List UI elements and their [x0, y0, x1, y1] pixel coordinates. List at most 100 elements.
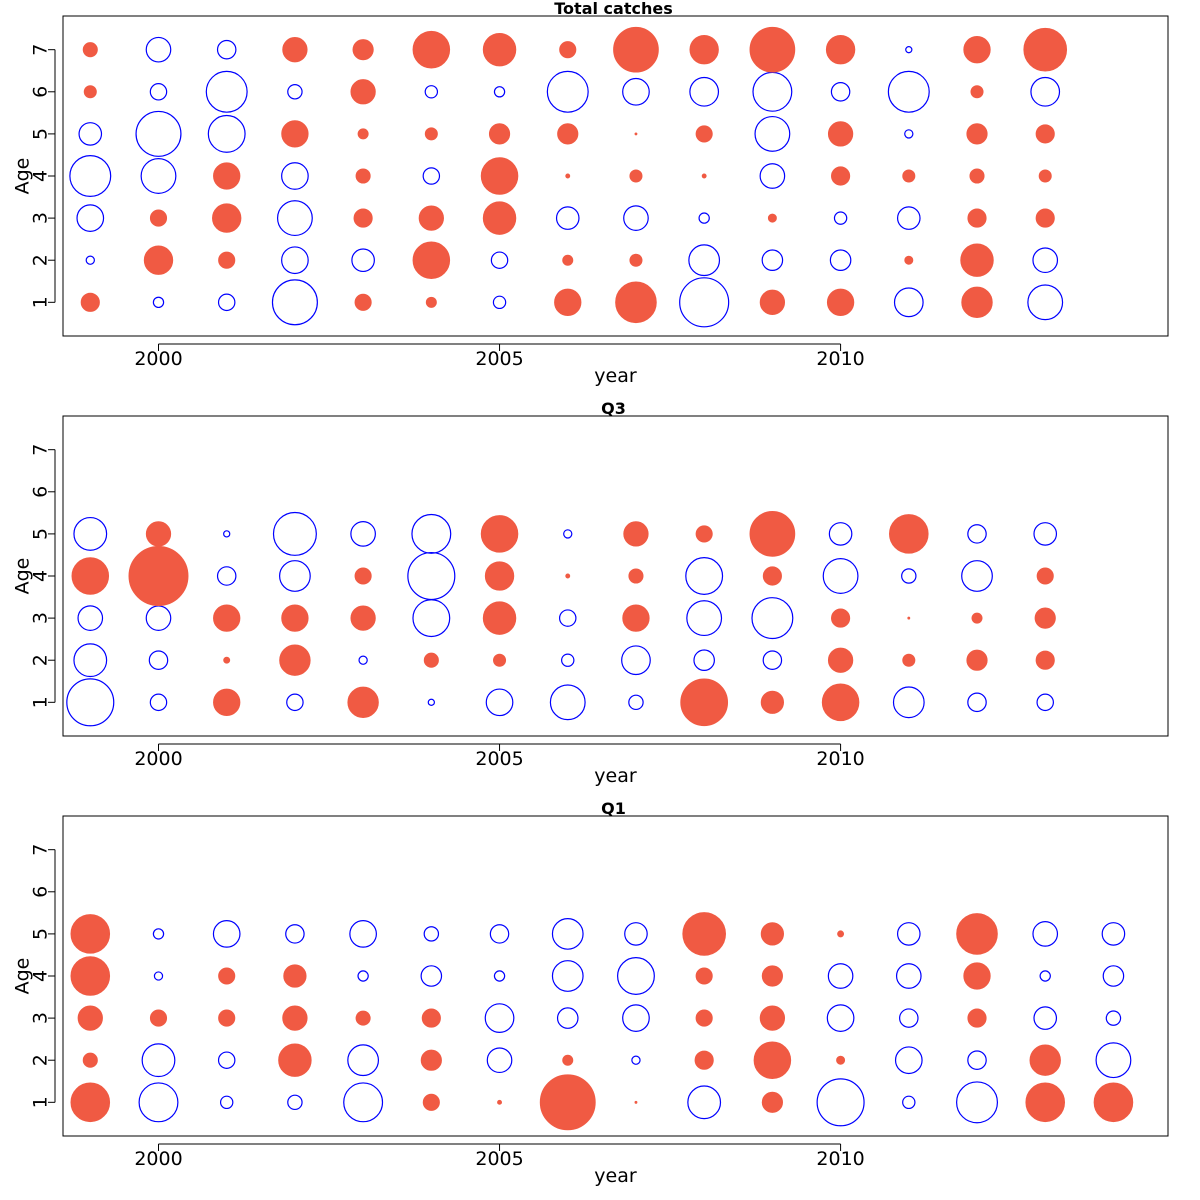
y-tick-label: 1 [30, 1096, 52, 1108]
bubble-positive [761, 965, 783, 987]
bubble-negative [688, 244, 721, 277]
bubble-negative [689, 76, 720, 107]
bubble-negative [343, 1082, 384, 1123]
bubble-positive [622, 604, 650, 632]
y-tick-label: 7 [30, 844, 52, 856]
bubble-negative [77, 605, 104, 631]
bubble-positive [480, 157, 519, 195]
x-tick-label: 2000 [134, 748, 182, 770]
bubble-positive [749, 26, 796, 73]
bubble-positive [967, 1008, 987, 1028]
y-tick-label: 4 [30, 970, 52, 982]
y-axis-label: Age [12, 158, 34, 195]
bubble-negative [69, 155, 112, 198]
bubble-negative [546, 70, 589, 113]
bubble-negative [347, 1044, 380, 1077]
bubble-negative [489, 924, 510, 944]
bubble-negative [1039, 970, 1051, 982]
bubble-negative [141, 1043, 176, 1078]
bubble-negative [424, 85, 439, 99]
bubble-positive [77, 1005, 103, 1031]
bubble-negative [563, 529, 573, 539]
bubble-positive [961, 286, 993, 319]
bubble-negative [223, 530, 231, 538]
bubble-positive [70, 1082, 111, 1123]
bubble-positive [902, 169, 916, 183]
bubble-positive [837, 930, 845, 938]
bubble-positive [565, 173, 571, 179]
bubble-negative [493, 86, 506, 98]
bubble-negative [73, 516, 108, 551]
x-tick-label: 2010 [816, 1148, 864, 1170]
bubble-positive [425, 296, 437, 308]
bubble-negative [484, 1003, 515, 1033]
bubble-negative [686, 600, 723, 637]
bubble-positive [493, 653, 507, 667]
bubble-positive [218, 251, 236, 269]
bubble-positive [354, 293, 372, 311]
bubble-negative [698, 212, 710, 224]
bubble-positive [484, 561, 515, 591]
bubble-negative [490, 251, 509, 269]
y-axis-label: Age [12, 958, 34, 995]
bubble-negative [411, 513, 452, 554]
bubble-negative [754, 115, 791, 152]
bubble-negative [617, 957, 655, 995]
y-tick-label: 3 [30, 212, 52, 224]
bubble-positive [149, 1009, 168, 1027]
y-tick-label: 3 [30, 612, 52, 624]
y-tick-label: 5 [30, 128, 52, 140]
bubble-negative [420, 965, 443, 987]
bubble-negative [281, 246, 309, 275]
bubble-positive [70, 956, 111, 996]
bubble-negative [272, 511, 317, 556]
bubble-negative [1030, 76, 1061, 107]
bubble-positive [902, 653, 916, 667]
bubble-negative [1032, 921, 1059, 947]
bubble-positive [628, 568, 644, 584]
bubble-positive [282, 37, 308, 63]
x-tick-label: 2005 [475, 348, 523, 370]
bubble-negative [902, 1095, 916, 1110]
bubble-positive [423, 652, 439, 668]
bubble-positive [629, 253, 643, 267]
bubble-negative [622, 1004, 650, 1032]
bubble-negative [148, 650, 169, 670]
bubble-negative [357, 970, 369, 982]
bubble-negative [628, 694, 644, 711]
bubble-negative [350, 521, 376, 547]
bubble-positive [213, 604, 241, 632]
bubble-negative [1033, 1006, 1058, 1030]
bubble-positive [749, 511, 796, 557]
bubble-negative [901, 568, 917, 584]
bubble-negative [555, 206, 580, 230]
bubble-positive [967, 208, 987, 228]
bubble-negative [412, 599, 451, 638]
bubble-positive [1025, 1082, 1066, 1123]
bubble-negative [551, 917, 584, 950]
bubble-negative [551, 960, 584, 992]
bubble-positive [421, 1008, 441, 1028]
y-tick-label: 2 [30, 254, 52, 266]
bubble-negative [822, 558, 859, 594]
bubble-negative [486, 1047, 513, 1074]
bubble-positive [695, 967, 713, 985]
bubble-positive [1035, 650, 1055, 670]
bubble-negative [1095, 1042, 1132, 1079]
bubble-negative [816, 1078, 865, 1127]
panel-title: Q3 [601, 399, 626, 418]
bubble-positive [412, 241, 451, 279]
bubble-negative [759, 163, 786, 189]
bubble-negative [85, 255, 95, 265]
bubble-negative [558, 609, 577, 627]
bubble-negative [622, 77, 650, 106]
bubble-positive [695, 1009, 713, 1027]
bubble-positive [907, 616, 911, 620]
x-axis-label: year [594, 1165, 637, 1187]
bubble-negative [905, 46, 913, 54]
bubble-negative [761, 249, 784, 272]
bubble-positive [281, 604, 309, 632]
bubble-positive [761, 1091, 783, 1113]
bubble-negative [78, 122, 103, 146]
bubble-negative [1101, 922, 1126, 946]
